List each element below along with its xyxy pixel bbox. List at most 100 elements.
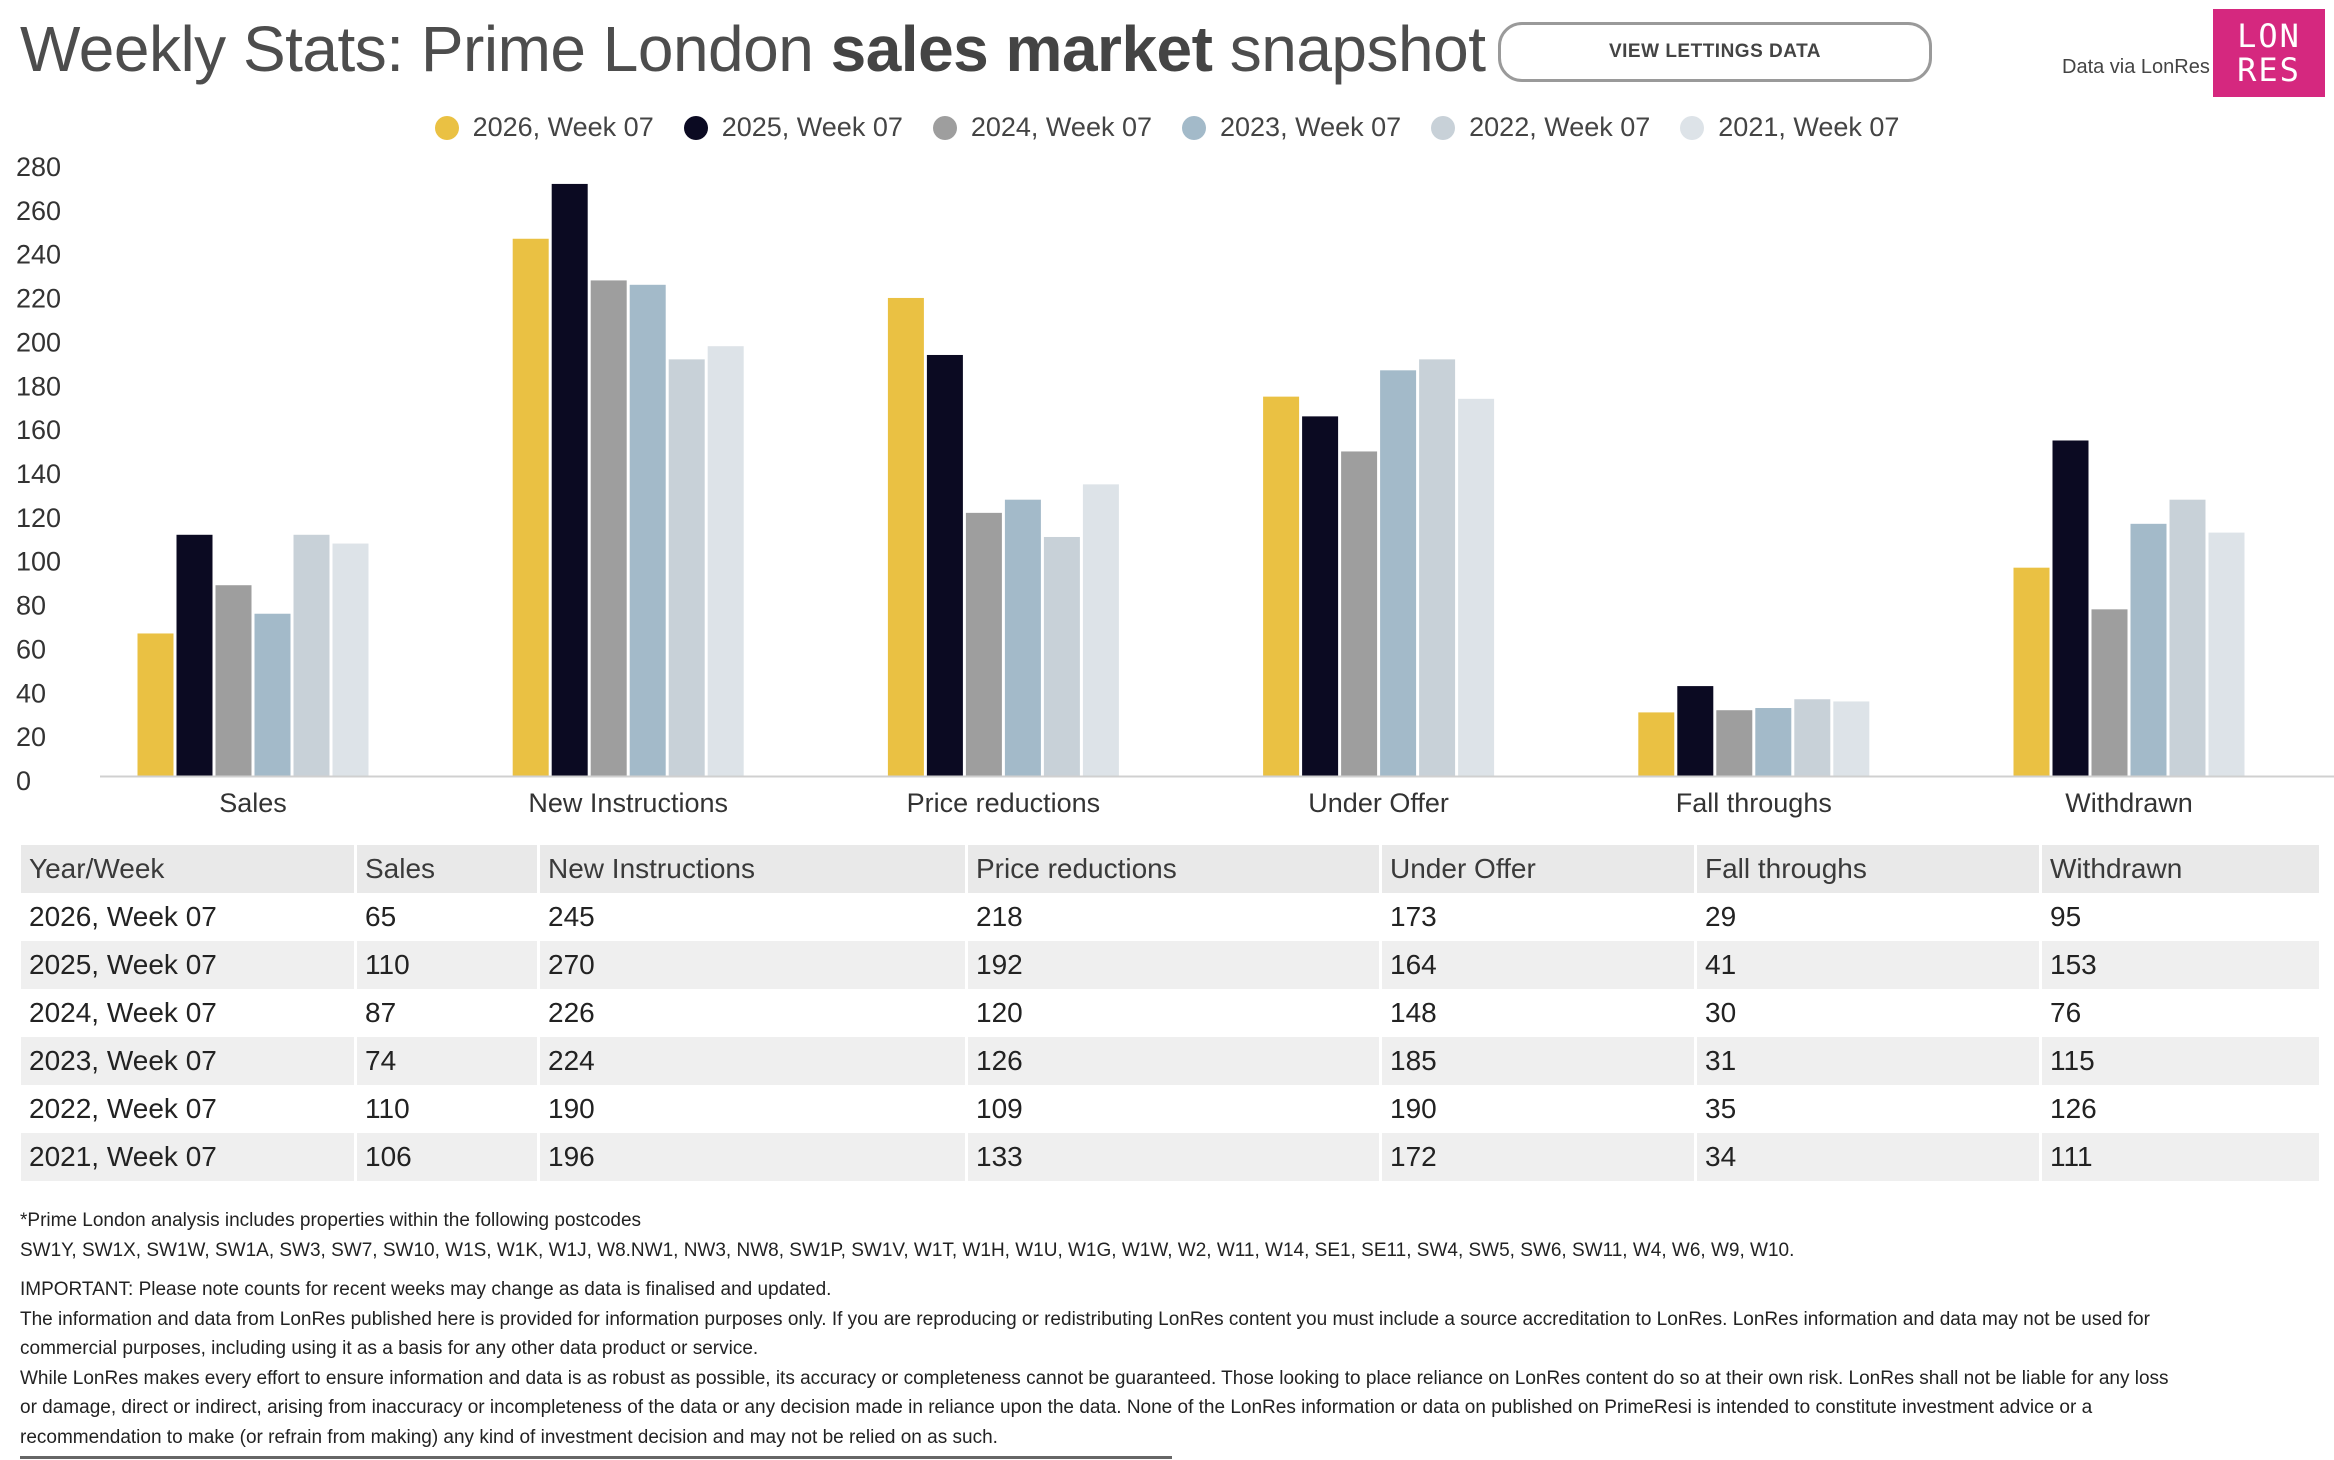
table-row: 2021, Week 07 106 196 133 172 34 111 — [21, 1133, 2319, 1181]
table-cell: 109 — [976, 1093, 1023, 1124]
y-tick-label: 260 — [16, 196, 61, 226]
bar-2024-1 — [590, 280, 627, 776]
bar-2022-2 — [1043, 536, 1080, 776]
legend-item-2023[interactable]: 2023, Week 07 — [1182, 112, 1401, 143]
table-header-cell: Fall throughs — [1697, 845, 2039, 893]
legend-dot-2021 — [1680, 115, 1705, 140]
important-note: IMPORTANT: Please note counts for recent… — [20, 1279, 832, 1300]
bar-2021-5 — [2208, 532, 2245, 776]
legend-label-2022: 2022, Week 07 — [1469, 112, 1651, 142]
bar-2025-3 — [1302, 416, 1339, 776]
table-cell: 218 — [976, 901, 1023, 932]
table-header-cell: Year/Week — [21, 845, 354, 893]
bar-2025-4 — [1677, 686, 1714, 776]
table-row: 2026, Week 07 65 245 218 173 29 95 — [21, 893, 2319, 941]
y-tick-label: 60 — [16, 634, 46, 664]
postcode-intro: *Prime London analysis includes properti… — [20, 1210, 642, 1231]
bar-2023-0 — [254, 613, 291, 776]
table-cell: 224 — [540, 1037, 965, 1085]
y-tick-label: 20 — [16, 722, 46, 752]
table-row: 2023, Week 07 74 224 126 185 31 115 — [21, 1037, 2319, 1085]
table-cell: 29 — [1705, 901, 1737, 932]
y-tick-label: 220 — [16, 284, 61, 314]
legend-item-2022[interactable]: 2022, Week 07 — [1431, 112, 1650, 143]
bar-2024-0 — [215, 585, 252, 776]
legend-item-2026[interactable]: 2026, Week 07 — [434, 112, 654, 143]
y-tick-label: 180 — [16, 371, 61, 401]
table-cell: 126 — [968, 1037, 1379, 1085]
table-cell: 35 — [1705, 1093, 1737, 1124]
bar-2022-5 — [2169, 499, 2206, 776]
view-lettings-button[interactable]: VIEW LETTINGS DATA — [1498, 22, 1932, 82]
lonres-logo[interactable]: LON RES — [2213, 9, 2325, 97]
table-cell: 173 — [1390, 901, 1437, 932]
bar-2025-5 — [2052, 440, 2089, 776]
table-cell: 106 — [357, 1133, 537, 1181]
title-prefix: Weekly Stats: Prime London — [20, 13, 831, 85]
legend-item-2025[interactable]: 2025, Week 07 — [683, 112, 903, 143]
horizontal-scrollbar[interactable] — [20, 1456, 1172, 1459]
bar-2021-4 — [1833, 701, 1870, 776]
table-cell: 148 — [1390, 997, 1437, 1028]
table-cell: 172 — [1382, 1133, 1694, 1181]
disclaimer-line1: While LonRes makes every effort to ensur… — [20, 1367, 2169, 1389]
y-tick-label: 120 — [16, 503, 61, 533]
page-title: Weekly Stats: Prime London sales market … — [20, 12, 1486, 86]
legend-dot-2023 — [1182, 115, 1206, 140]
y-tick-label: 240 — [16, 240, 61, 270]
table-cell: 41 — [1697, 941, 2039, 989]
bar-2021-1 — [707, 346, 744, 776]
table-cell: 133 — [968, 1133, 1379, 1181]
bar-2021-2 — [1082, 484, 1119, 776]
bar-2023-2 — [1004, 499, 1041, 776]
disclaimer-line2: or damage, direct or indirect, arising f… — [20, 1397, 2093, 1418]
table-header-cell: Sales — [357, 845, 537, 893]
table-cell: 2023, Week 07 — [21, 1037, 354, 1085]
table-cell: 30 — [1705, 997, 1737, 1028]
bar-2026-1 — [512, 238, 549, 776]
table-row: 2025, Week 07 110 270 192 164 41 153 — [21, 941, 2319, 989]
table-header-cell: Withdrawn — [2042, 845, 2319, 893]
info-note-line2: commercial purposes, including using it … — [20, 1338, 759, 1359]
bar-2026-3 — [1263, 396, 1300, 776]
bar-chart: 0 20 40 60 80 100 120 140 160 180 200 220 240 260 280 S… — [16, 152, 2334, 818]
legend-label-2021: 2021, Week 07 — [1718, 112, 1900, 142]
table-cell: 65 — [365, 901, 397, 932]
y-tick-label: 100 — [16, 547, 61, 577]
table-cell: 2025, Week 07 — [21, 941, 354, 989]
legend-label-2023: 2023, Week 07 — [1220, 112, 1402, 142]
x-tick-label: Withdrawn — [2065, 788, 2193, 818]
table-cell: 2022, Week 07 — [29, 1093, 217, 1124]
bar-2026-5 — [2013, 567, 2050, 776]
table-cell: 226 — [548, 997, 595, 1028]
bar-2025-0 — [176, 534, 213, 776]
bar-2024-2 — [965, 512, 1002, 776]
logo-line1: LON — [2237, 17, 2301, 55]
legend-item-2024[interactable]: 2024, Week 07 — [932, 112, 1152, 143]
table-cell: 2026, Week 07 — [29, 901, 217, 932]
data-table: Year/Week Sales New Instructions Price r… — [18, 845, 2322, 1181]
legend-item-2021[interactable]: 2021, Week 07 — [1680, 112, 1899, 143]
legend-label-2025: 2025, Week 07 — [721, 112, 903, 142]
bar-2021-0 — [332, 543, 369, 776]
bar-2025-2 — [926, 354, 963, 776]
info-note-line1: The information and data from LonRes pub… — [20, 1308, 2150, 1330]
bar-2023-1 — [629, 284, 666, 776]
legend-dot-2022 — [1431, 115, 1456, 140]
y-tick-label: 160 — [16, 415, 61, 445]
table-cell: 111 — [2042, 1133, 2319, 1181]
bar-2026-0 — [137, 633, 174, 776]
bar-2023-3 — [1380, 370, 1417, 776]
legend-label-2026: 2026, Week 07 — [472, 112, 654, 142]
logo-line2: RES — [2237, 51, 2301, 89]
table-row: 2024, Week 07 87 226 120 148 30 76 — [21, 989, 2319, 1037]
bar-2022-1 — [668, 359, 705, 776]
chart-legend: 2026, Week 07 2025, Week 07 2024, Week 0… — [0, 112, 2334, 143]
table-cell: 2024, Week 07 — [29, 997, 217, 1028]
table-cell: 190 — [548, 1093, 595, 1124]
x-tick-label: New Instructions — [528, 788, 728, 818]
table-cell: 76 — [2050, 997, 2082, 1028]
table-cell: 74 — [357, 1037, 537, 1085]
bar-2022-4 — [1794, 699, 1831, 776]
table-cell: 153 — [2042, 941, 2319, 989]
